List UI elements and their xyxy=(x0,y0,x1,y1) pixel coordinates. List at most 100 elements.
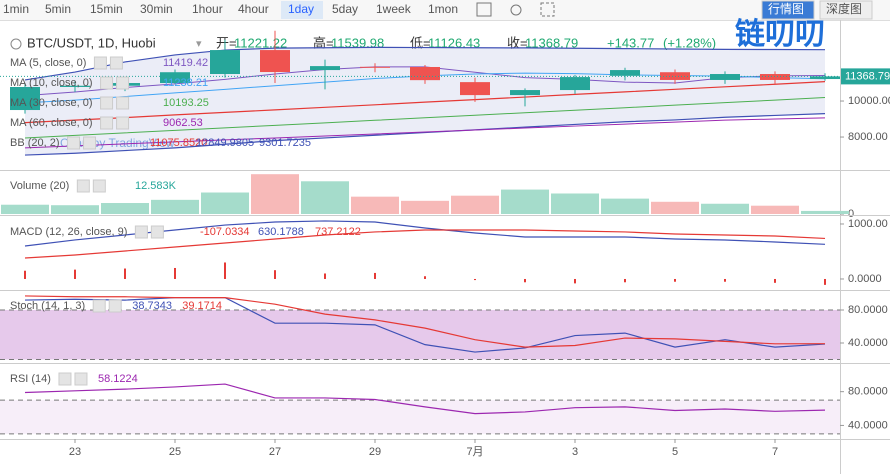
legend-control[interactable] xyxy=(100,96,114,110)
signal-line xyxy=(24,229,826,259)
macd-histogram xyxy=(624,278,626,283)
legend-control[interactable] xyxy=(116,116,130,130)
candle-body xyxy=(60,85,90,87)
volume-bar xyxy=(751,205,799,214)
candle-body xyxy=(710,74,740,80)
volume-bar xyxy=(351,196,399,214)
x-tick-label: 3 xyxy=(572,446,578,458)
candle-body xyxy=(160,72,190,84)
legend-value: 38.7343 xyxy=(132,300,172,312)
legend-value: 12849.9805 xyxy=(196,137,254,149)
y-tick-label: 80.0000 xyxy=(848,386,888,398)
candle-body xyxy=(310,66,340,71)
view-button[interactable]: 深度图 xyxy=(826,1,862,16)
settings-icon[interactable] xyxy=(510,4,522,16)
view-button-bg[interactable] xyxy=(819,0,873,20)
symbol: BTC/USDT, 1D, Huobi xyxy=(27,35,156,50)
ma-line xyxy=(24,97,826,139)
interval-button[interactable]: 5day xyxy=(332,2,358,16)
band-fill xyxy=(0,309,840,360)
y-tick-label: 0.0000 xyxy=(848,273,882,285)
legend-value: -107.0334 xyxy=(200,226,250,238)
close-label: 收= xyxy=(507,35,528,50)
interval-button[interactable]: 5min xyxy=(45,2,71,16)
open-value: 11221.22 xyxy=(234,35,287,50)
volume-bar xyxy=(401,200,449,214)
volume-bar xyxy=(51,205,99,214)
candle-body xyxy=(810,76,840,80)
interval-button[interactable]: 1hour xyxy=(192,2,223,16)
legend-control[interactable] xyxy=(58,372,72,386)
interval-button[interactable]: 1mon xyxy=(428,2,458,16)
active-interval-bg xyxy=(281,1,323,19)
x-tick-label: 29 xyxy=(369,446,381,458)
legend-control[interactable] xyxy=(92,299,106,313)
legend-value: 11075.8520 xyxy=(150,137,207,149)
legend-control[interactable] xyxy=(93,56,107,70)
macd-histogram xyxy=(774,278,776,283)
high-label: 高= xyxy=(313,35,334,50)
legend-control[interactable] xyxy=(116,96,130,110)
legend-control[interactable] xyxy=(92,179,106,193)
legend-control[interactable] xyxy=(108,299,122,313)
legend-name: MA (30, close, 0) xyxy=(10,97,93,109)
macd-histogram xyxy=(674,278,676,282)
interval-button[interactable]: 4hour xyxy=(238,2,269,16)
legend-name: Stoch (14, 1, 3) xyxy=(10,300,85,312)
last-price-label: 11368.79 xyxy=(845,70,890,82)
open-label: 开= xyxy=(216,35,237,50)
legend-control[interactable] xyxy=(83,136,97,150)
volume-bar xyxy=(651,201,699,214)
y-tick-label: 1000.00 xyxy=(848,218,888,230)
interval-button[interactable]: 1week xyxy=(376,2,412,16)
x-tick-label: 7 xyxy=(772,446,778,458)
low-value: 11126.43 xyxy=(428,35,480,50)
legend-name: BB (20, 2) xyxy=(10,137,60,149)
band-fill xyxy=(0,400,840,434)
legend-control[interactable] xyxy=(109,56,123,70)
legend-value: 11419.42 xyxy=(163,57,208,69)
interval-button[interactable]: 1day xyxy=(288,2,314,16)
x-tick-label: 27 xyxy=(269,446,281,458)
legend-control[interactable] xyxy=(100,116,114,130)
legend-name: Volume (20) xyxy=(10,180,69,192)
legend-control[interactable] xyxy=(150,225,164,239)
interval-button[interactable]: 30min xyxy=(140,2,173,16)
legend-name: MACD (12, 26, close, 9) xyxy=(10,226,127,238)
macd-histogram xyxy=(724,278,726,282)
legend-control[interactable] xyxy=(116,76,130,90)
close-value: 11368.79 xyxy=(525,35,578,50)
macd-histogram xyxy=(324,273,326,279)
macd-histogram xyxy=(474,278,476,281)
candle-body xyxy=(760,74,790,80)
legend-name: MA (60, close, 0) xyxy=(10,117,93,129)
macd-histogram xyxy=(124,268,126,279)
interval-button[interactable]: 1min xyxy=(3,2,29,16)
candle-body xyxy=(410,66,440,81)
view-button[interactable]: 行情图 xyxy=(768,2,804,16)
x-tick-label: 25 xyxy=(169,446,181,458)
candle-body xyxy=(210,50,240,75)
candle-body xyxy=(610,70,640,76)
volume-bar xyxy=(501,189,549,214)
interval-button[interactable]: 15min xyxy=(90,2,123,16)
legend-control[interactable] xyxy=(67,136,81,150)
y-tick-label: 40.0000 xyxy=(848,419,888,431)
legend-control[interactable] xyxy=(100,76,114,90)
legend-value: 11238.21 xyxy=(163,77,208,89)
indicator-icon[interactable] xyxy=(476,2,492,17)
macd-histogram xyxy=(274,270,276,279)
legend-value: 737.2122 xyxy=(315,226,361,238)
legend-control[interactable] xyxy=(134,225,148,239)
y-tick-label: 8000.00 xyxy=(848,131,888,143)
candle-body xyxy=(10,86,40,111)
dropdown-arrow[interactable]: ▾ xyxy=(196,38,202,50)
view-button-bg[interactable] xyxy=(761,0,815,20)
legend-control[interactable] xyxy=(76,179,90,193)
y-tick-label: 0 xyxy=(848,208,854,220)
macd-histogram xyxy=(74,269,76,279)
fullscreen-icon[interactable] xyxy=(540,2,555,17)
legend-control[interactable] xyxy=(74,372,88,386)
